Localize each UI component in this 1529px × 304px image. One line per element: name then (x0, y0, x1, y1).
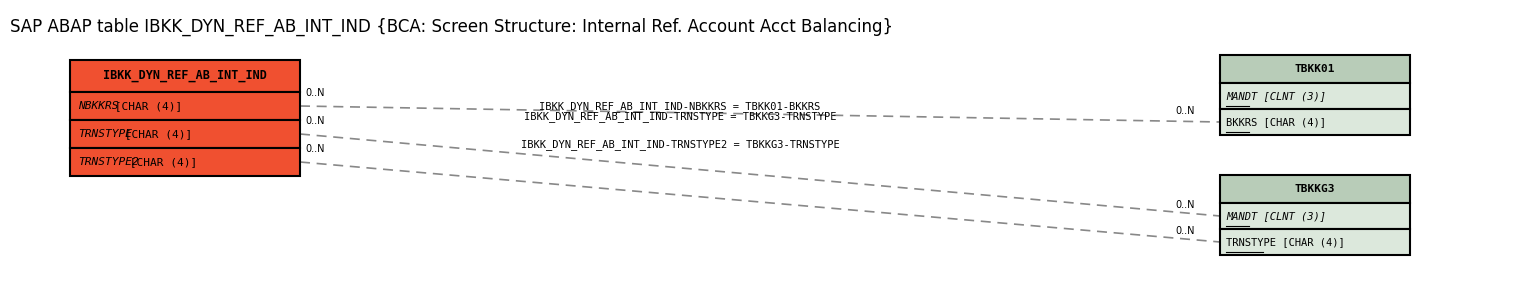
Text: 0..N: 0..N (1174, 106, 1194, 116)
Text: [CHAR (4)]: [CHAR (4)] (107, 101, 182, 111)
Bar (70, 120, 300, 148)
Text: [CHAR (4)]: [CHAR (4)] (122, 157, 197, 167)
Text: BKKRS [CHAR (4)]: BKKRS [CHAR (4)] (1226, 117, 1326, 127)
Text: TBKKG3: TBKKG3 (1295, 184, 1335, 194)
Text: IBKK_DYN_REF_AB_INT_IND-TRNSTYPE2 = TBKKG3-TRNSTYPE: IBKK_DYN_REF_AB_INT_IND-TRNSTYPE2 = TBKK… (521, 139, 839, 150)
Text: 0..N: 0..N (304, 116, 324, 126)
Text: [CHAR (4)]: [CHAR (4)] (118, 129, 193, 139)
Text: TRNSTYPE2: TRNSTYPE2 (78, 157, 139, 167)
Text: TRNSTYPE: TRNSTYPE (78, 129, 131, 139)
Text: NBKKRS: NBKKRS (78, 101, 119, 111)
Text: IBKK_DYN_REF_AB_INT_IND-TRNSTYPE = TBKKG3-TRNSTYPE: IBKK_DYN_REF_AB_INT_IND-TRNSTYPE = TBKKG… (524, 111, 836, 122)
Text: IBKK_DYN_REF_AB_INT_IND: IBKK_DYN_REF_AB_INT_IND (102, 70, 268, 82)
Bar (70, 60, 300, 92)
Bar (70, 92, 300, 120)
Text: TBKK01: TBKK01 (1295, 64, 1335, 74)
Text: 0..N: 0..N (304, 144, 324, 154)
Bar (1220, 203, 1410, 229)
Text: 0..N: 0..N (304, 88, 324, 98)
Text: SAP ABAP table IBKK_DYN_REF_AB_INT_IND {BCA: Screen Structure: Internal Ref. Acc: SAP ABAP table IBKK_DYN_REF_AB_INT_IND {… (11, 18, 893, 36)
Text: 0..N: 0..N (1174, 200, 1194, 210)
Bar (1220, 229, 1410, 255)
Text: TRNSTYPE [CHAR (4)]: TRNSTYPE [CHAR (4)] (1226, 237, 1344, 247)
Bar (1220, 175, 1410, 203)
Text: 0..N: 0..N (1174, 226, 1194, 236)
Bar (70, 148, 300, 176)
Bar (1220, 109, 1410, 135)
Bar (1220, 55, 1410, 83)
Text: IBKK_DYN_REF_AB_INT_IND-NBKKRS = TBKK01-BKKRS: IBKK_DYN_REF_AB_INT_IND-NBKKRS = TBKK01-… (540, 101, 821, 112)
Bar (1220, 83, 1410, 109)
Text: MANDT [CLNT (3)]: MANDT [CLNT (3)] (1226, 91, 1326, 101)
Text: MANDT [CLNT (3)]: MANDT [CLNT (3)] (1226, 211, 1326, 221)
